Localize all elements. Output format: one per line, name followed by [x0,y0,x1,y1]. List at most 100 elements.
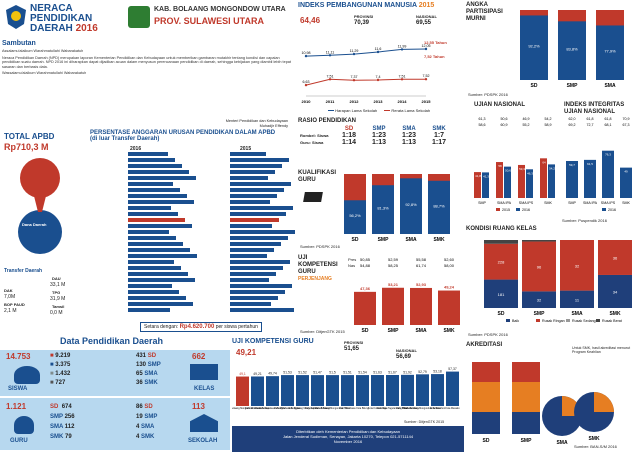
anggaran-bar-2016 [128,242,183,246]
data-point [400,48,404,51]
ruang-segment [560,290,594,308]
x-tick-label: SD [498,311,505,317]
x-tick-label: SD [531,83,538,89]
teacher-icon [14,416,34,434]
x-tick-label: SMK [622,201,630,205]
data-label: 54,2 [549,166,555,170]
data-label: 7,51 [399,74,406,78]
ukg-kab-bar [431,374,444,406]
legend-swatch [602,208,606,211]
dak-label: DAK [4,288,13,293]
anggaran-bar-2015 [230,164,282,168]
data-point [352,79,356,82]
sambutan-closing: Wassalamu'alaikum Warahmatullahi Wabarak… [2,71,87,76]
signature-block: Menteri Pendidikan dan Kebudayaan Muhadj… [226,119,288,128]
iiun-title: INDEKS INTEGRITAS UJIAN NASIONAL [564,102,625,115]
table-cell: 1:17 [431,139,446,146]
legend-swatch [566,319,570,322]
per-student-value: Rp4.620.700 [179,324,215,330]
x-tick-label: SMK [588,436,600,442]
sekolah-label: SEKOLAH [188,438,218,444]
anggaran-bar-2016 [128,206,171,210]
pres-value: 50,6 [501,117,508,121]
ipm-kab-value: 64,46 [300,16,321,25]
x-tick-label: SMK [433,237,445,243]
footer-line-1: Diterbitkan oleh Kementerian Pendidikan … [296,429,400,434]
data-point [376,50,380,54]
pres-value: 46,9 [523,117,530,121]
nas-value: 54,88 [360,263,371,268]
akreditasi-segment [512,412,540,434]
x-tick-label: SMA [604,83,616,89]
ipm-prov-value: 70,39 [354,20,370,26]
apbd-funnel-graphic [18,158,62,254]
kualifikasi-bar [428,180,450,234]
legend-label: 2015 [502,208,510,212]
anggaran-bar-2015 [230,302,271,306]
dau-value: 33,1 M [50,282,66,288]
kualifikasi-bar-chart: 56,2% SD 81,3% SMP 92,8% SMA 88,7% SMK [344,174,450,243]
x-tick-label: SMP [568,201,576,205]
data-point [424,78,428,81]
anggaran-bar-2016 [128,272,188,276]
legend-swatch [506,319,510,322]
kualifikasi-bar [400,178,422,234]
report-title: NERACA PENDIDIKAN DAERAH 2016 [30,4,120,34]
legend-swatch [536,319,540,322]
x-tick-label: Kab. Siau Tagulandang Biaro [377,407,409,410]
sambutan-heading: Sambutan [2,40,36,47]
guru-smk: 79 [65,434,72,440]
anggaran-bar-2015 [230,290,285,294]
data-label: 92,8% [405,202,417,207]
legend-label: 2016 [522,208,530,212]
data-label: 52,93 [416,282,427,287]
un-bar [474,172,481,198]
kelas-total: 662 [192,352,206,361]
apm-bar [520,15,548,81]
legend-swatch [516,208,520,211]
footer-line-2: Jalan Jenderal Sudirman, Senayan, Jakart… [282,434,414,439]
graduation-cap-icon [303,192,323,202]
rasio-title: RASIO PENDIDIKAN [298,118,357,124]
title-line-3: DAERAH [30,23,73,34]
apm-bar [596,25,624,80]
iiun-bar [566,160,578,198]
nas-value: 68,1 [605,123,612,127]
data-label: 51,47 [313,371,322,375]
ipm-title: INDEKS PEMBANGUNAN MANUSIA [298,2,417,9]
ukg-kab-source: Sumber: DitjenGTK 2015 [404,420,445,424]
apm-bar [558,21,586,80]
apm-title: ANGKA PARTISIPASI MURNI [466,2,503,22]
anggaran-bar-2016 [128,266,181,270]
anggaran-subtitle: (di luar Transfer Daerah) [90,136,160,142]
data-label: 53,21 [388,282,399,287]
ruang-kelas-chart: 181 228 SD 32 96 SMP 11 32 SMA 34 36 SMK Baik Rusak R… [484,240,632,323]
iiun-bar [620,167,632,198]
siswa-smk: 727 [55,380,66,386]
ukg-kab-value: 49,21 [236,348,257,357]
x-tick-label: 2012 [350,99,360,104]
akreditasi-title: AKREDITASI [466,342,503,348]
level-label: SMP [144,414,158,420]
un-bar [496,162,503,198]
sambutan-greeting: Assalamu'alaikum Warahmatullahi Wabaraka… [2,49,84,53]
apm-source: Sumber: PDSPK 2016 [468,92,508,97]
ipm-nas-value: 69,55 [416,20,432,26]
anggaran-bar-2015 [230,230,295,234]
level-label: SMP [147,362,161,368]
un-bar [482,172,489,198]
ukg-kab-bar [236,376,249,406]
nas-value: 61,74 [416,263,427,268]
data-label: 11,6 [375,47,382,51]
siswa-breakdown: ■ 9.219 ■ 3.375 ■ 1.432 ■ 727 [50,353,71,386]
x-tick-label: 2015 [422,99,432,104]
regency-name: KAB. BOLAANG MONGONDOW UTARA [154,6,286,13]
data-label: 7,52 [423,74,430,78]
data-label: 52,79 [418,370,427,374]
anggaran-bar-2015 [230,308,294,312]
data-label: 77,9% [604,49,616,54]
rasio-col-smk: SMK [432,126,446,132]
ukg-kab-bar [251,376,264,406]
pres-value: 61,8 [605,117,612,121]
